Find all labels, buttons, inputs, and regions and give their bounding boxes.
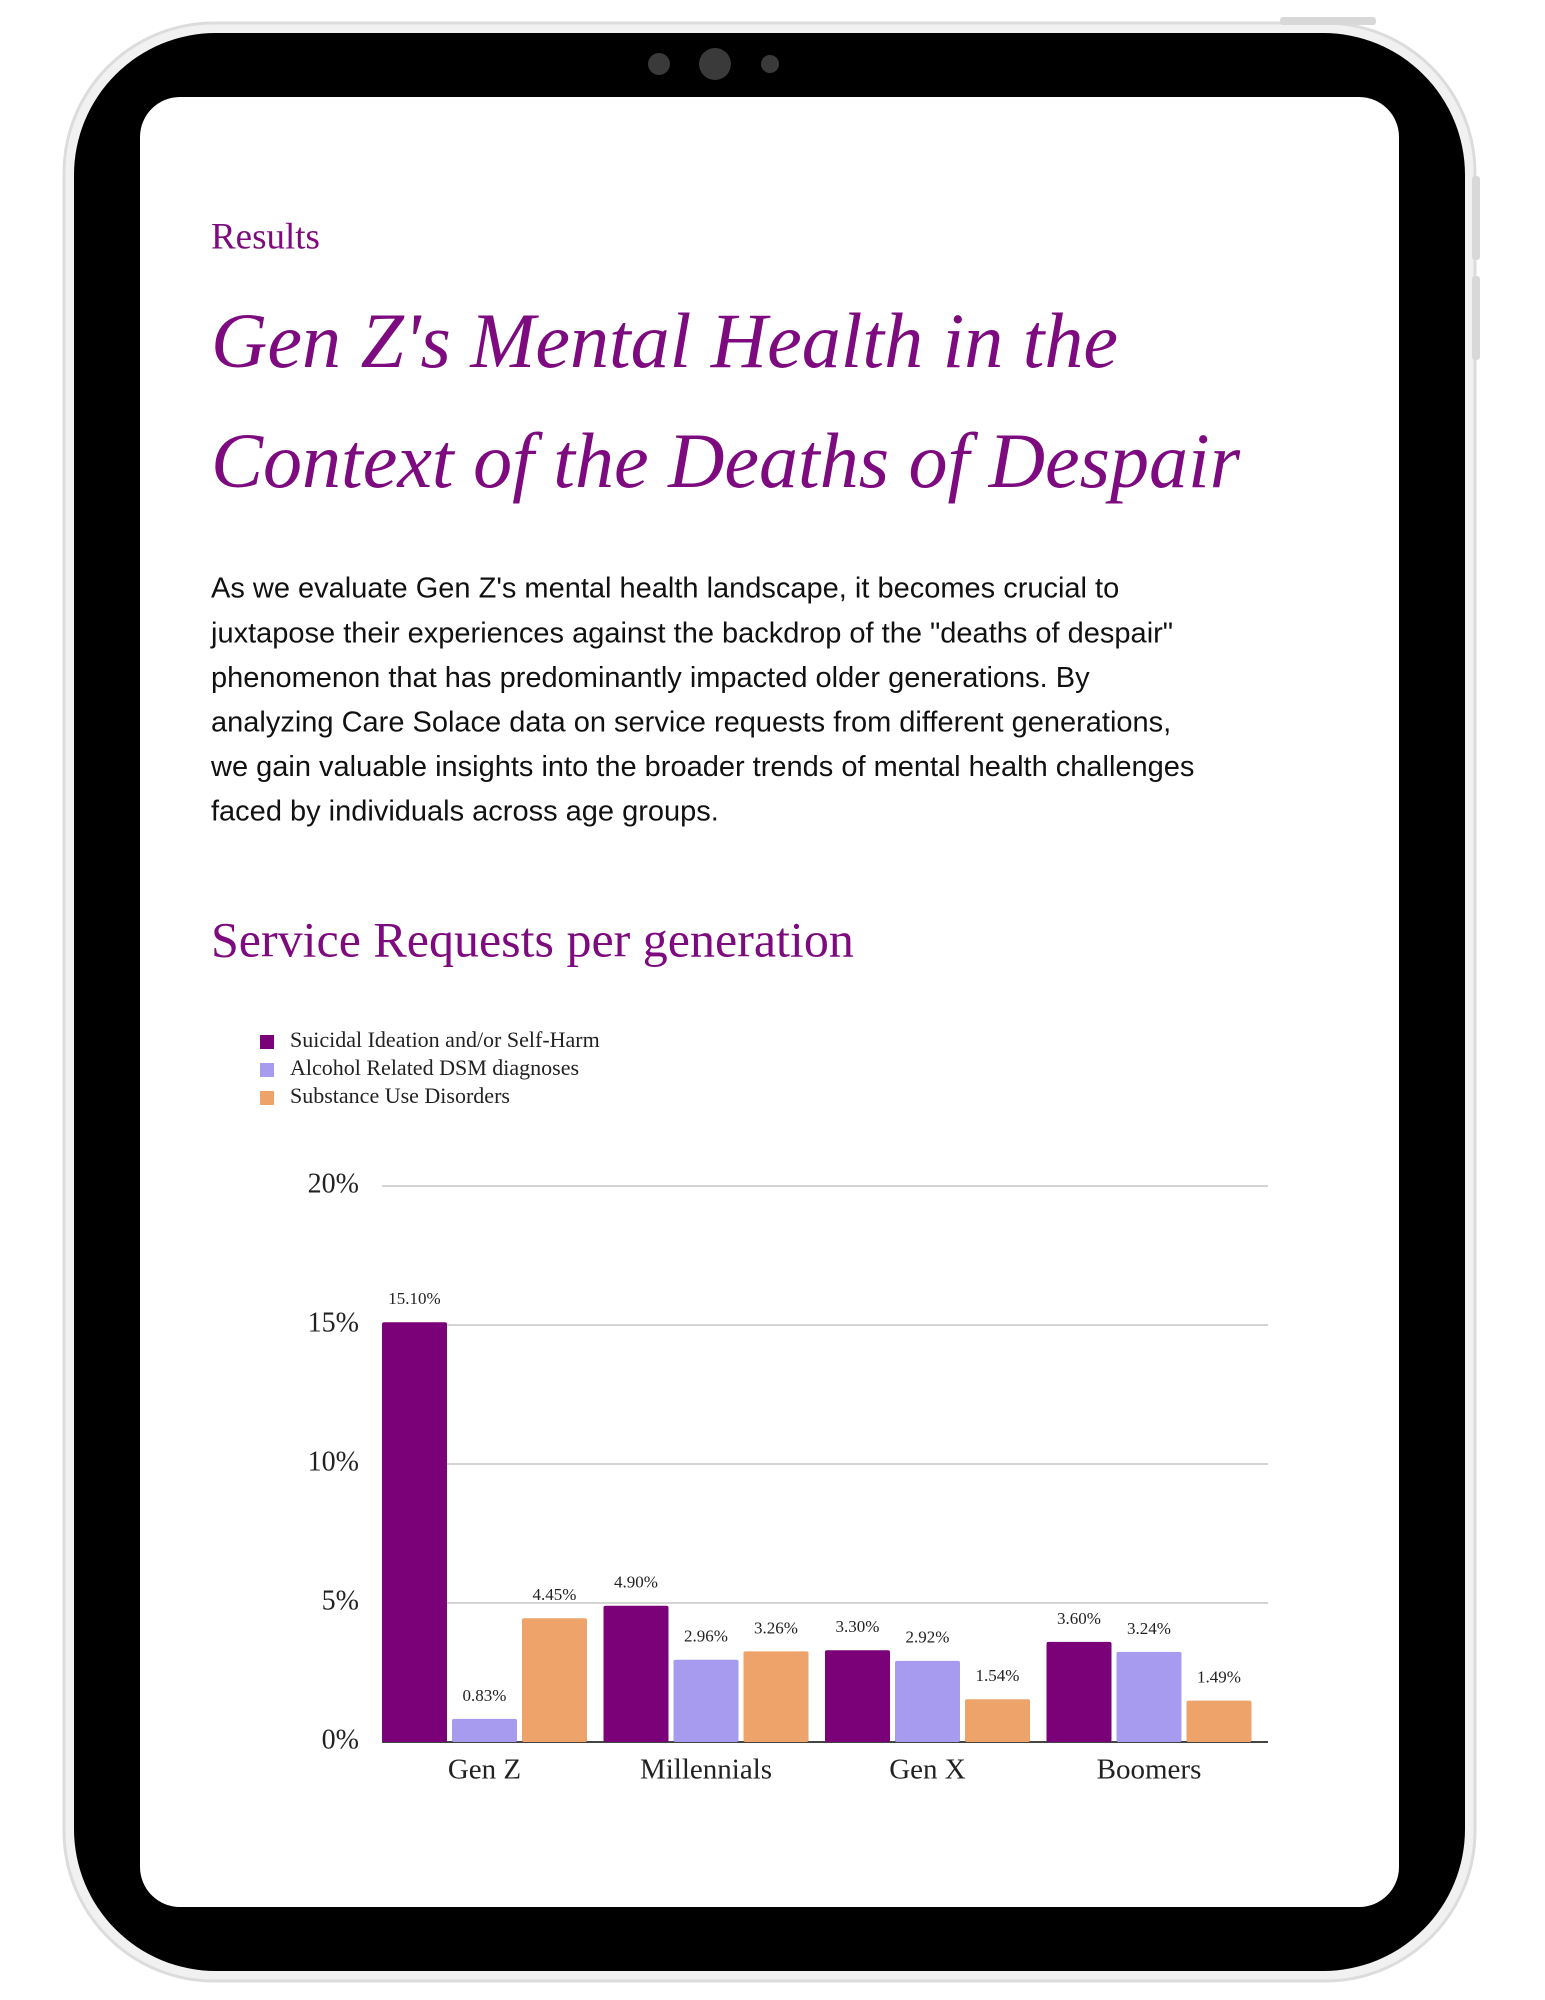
value-label: 3.26% [754,1618,798,1637]
x-tick-label: Gen X [889,1754,966,1786]
screen [140,97,1399,1907]
legend-label: Alcohol Related DSM diagnoses [290,1055,579,1080]
legend-swatch [260,1035,274,1049]
y-tick-label: 20% [308,1168,359,1199]
paragraph-line: As we evaluate Gen Z's mental health lan… [211,573,1119,605]
chart: Suicidal Ideation and/or Self-Harm Alcoho… [260,1027,1268,1786]
sensor [761,55,779,73]
y-tick-label: 15% [308,1307,359,1338]
paragraph: As we evaluate Gen Z's mental health lan… [210,573,1194,828]
bar [965,1699,1030,1742]
bar [522,1618,587,1742]
bar [452,1718,517,1742]
value-label: 15.10% [388,1289,440,1308]
legend-label: Suicidal Ideation and/or Self-Harm [290,1027,600,1052]
eyebrow: Results [211,216,320,257]
y-tick-label: 10% [308,1446,359,1477]
bar [743,1651,809,1742]
x-tick-label: Boomers [1097,1754,1202,1786]
legend-label: Substance Use Disorders [290,1083,510,1108]
value-label: 4.90% [614,1573,658,1592]
paragraph-line: analyzing Care Solace data on service re… [211,706,1171,738]
y-tick-label: 5% [322,1585,359,1616]
value-label: 3.24% [1127,1619,1171,1638]
value-label: 0.83% [463,1686,507,1705]
paragraph-line: faced by individuals across age groups. [211,796,719,828]
paragraph-line: we gain valuable insights into the broad… [210,751,1194,783]
bar [895,1660,960,1742]
bar [1116,1651,1182,1742]
value-label: 2.96% [684,1627,728,1646]
volume-up [1472,176,1480,260]
bar [673,1659,739,1742]
value-label: 3.60% [1057,1609,1101,1628]
value-label: 4.45% [533,1585,577,1604]
value-label: 3.30% [836,1617,880,1636]
power-button [1280,17,1376,25]
page-title: Context of the Deaths of Despair [211,417,1241,504]
paragraph-line: phenomenon that has predominantly impact… [211,662,1090,694]
camera [699,48,731,80]
x-tick-label: Millennials [640,1754,772,1786]
bar [1186,1700,1252,1742]
x-tick-label: Gen Z [448,1754,521,1786]
y-tick-label: 0% [322,1724,359,1755]
value-label: 1.49% [1197,1667,1241,1686]
page-title: Gen Z's Mental Health in the [211,297,1118,384]
paragraph-line: juxtapose their experiences against the … [210,617,1173,649]
bar [825,1650,890,1742]
bar [382,1322,447,1742]
volume-down [1472,276,1480,360]
chart-title: Service Requests per generation [211,911,854,967]
value-label: 2.92% [906,1628,950,1647]
sensor [648,53,670,75]
legend-swatch [260,1091,274,1105]
bar [603,1605,669,1742]
legend-swatch [260,1063,274,1077]
value-label: 1.54% [976,1666,1020,1685]
bar [1046,1641,1112,1742]
